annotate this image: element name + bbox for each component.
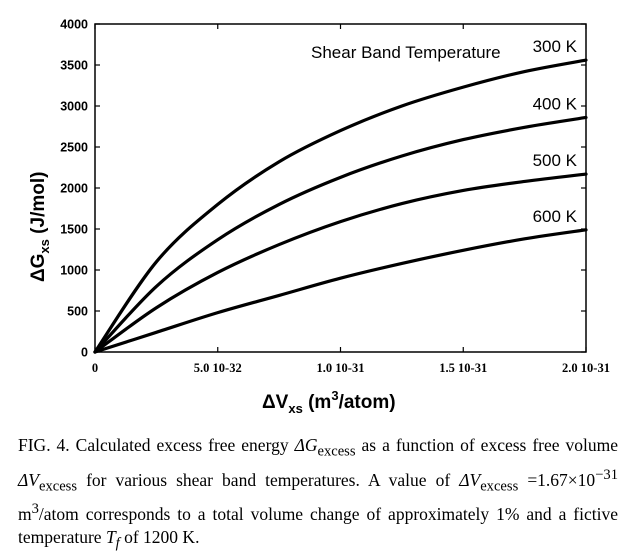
series-label: 500 K <box>533 151 578 170</box>
y-tick-label: 2000 <box>60 182 88 196</box>
x-tick-label: 1.5 10-31 <box>439 361 487 375</box>
series-label: 300 K <box>533 37 578 56</box>
x-axis-label: ΔVxs (m3/atom) <box>262 388 396 416</box>
series-line-300k <box>93 58 588 354</box>
x-tick-label: 2.0 10-31 <box>562 361 610 375</box>
series-line-400k <box>93 115 588 354</box>
x-tick-label: 1.0 10-31 <box>317 361 365 375</box>
series-label: 400 K <box>533 94 578 113</box>
series-line-500k <box>93 172 588 354</box>
y-tick-label: 1000 <box>60 264 88 278</box>
y-tick-label: 0 <box>81 346 88 360</box>
y-tick-label: 3000 <box>60 100 88 114</box>
plot-area: 0 500 1000 1500 2000 2500 3000 3500 4000 0 5.0 10-… <box>60 18 610 376</box>
y-tick-label: 3500 <box>60 59 88 73</box>
y-tick-label: 500 <box>67 305 88 319</box>
chart: 0 500 1000 1500 2000 2500 3000 3500 4000 0 5.0 10-… <box>28 18 610 417</box>
figure-caption: FIG. 4. Calculated excess free energy ΔG… <box>18 435 618 552</box>
y-tick-label: 4000 <box>60 18 88 32</box>
x-tick-label: 5.0 10-32 <box>194 361 242 375</box>
y-tick-label: 2500 <box>60 141 88 155</box>
series-label: 600 K <box>533 207 578 226</box>
y-axis-label: ΔGxs (J/mol) <box>28 172 52 282</box>
y-tick-label: 1500 <box>60 223 88 237</box>
series-line-600k <box>93 228 588 354</box>
x-tick-label: 0 <box>92 361 98 375</box>
annotation-header: Shear Band Temperature <box>311 43 501 62</box>
